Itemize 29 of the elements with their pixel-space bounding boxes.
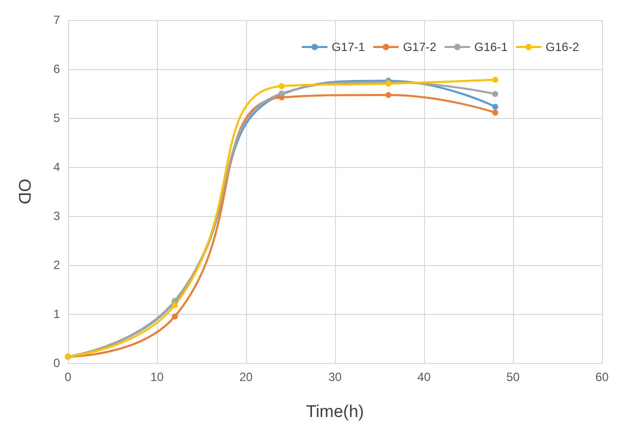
x-axis-title: Time(h) [306,402,364,421]
y-tick-label: 7 [53,13,60,27]
x-tick-label: 30 [328,370,342,384]
y-tick-label: 1 [53,307,60,321]
point [492,104,498,110]
y-tick-label: 6 [53,62,60,76]
y-tick-label: 4 [53,160,60,174]
legend-label: G17-1 [332,40,366,54]
legend-label: G17-2 [402,40,437,54]
x-tick-label: 20 [239,370,253,384]
x-tick-label: 0 [64,370,72,384]
x-tick-label: 60 [595,370,609,384]
point [385,92,392,98]
y-tick-label: 5 [53,111,60,125]
point [278,83,285,90]
y-tick-label: 3 [53,209,60,223]
y-tick-label: 0 [53,356,60,370]
point [492,76,498,83]
y-tick-label: 2 [53,258,60,272]
point [492,90,498,97]
legend-label: G16-2 [546,40,580,54]
point [172,302,178,308]
x-tick-label: 40 [417,370,431,384]
y-axis-title: OD [15,178,34,204]
x-tick-label: 50 [506,370,520,384]
point [492,110,498,116]
point [172,313,178,320]
legend-label: G16-1 [474,40,508,54]
x-tick-label: 10 [150,370,164,384]
